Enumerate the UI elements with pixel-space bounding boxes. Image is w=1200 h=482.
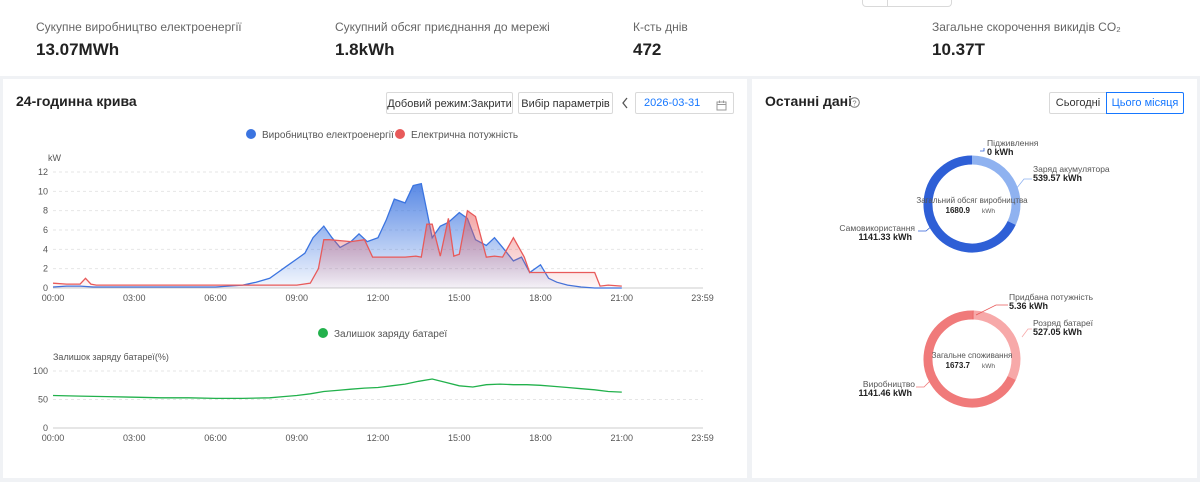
y-tick-label: 8 — [43, 206, 48, 216]
x-tick-label: 21:00 — [610, 293, 633, 303]
y-tick-label: 12 — [38, 167, 48, 177]
prev-date-icon[interactable] — [620, 96, 630, 110]
y-tick-label: 100 — [33, 366, 48, 376]
x-tick-label: 03:00 — [123, 293, 146, 303]
stat-label: Загальне скорочення викидів CO₂ — [932, 20, 1121, 34]
y-tick-label: 0 — [43, 283, 48, 293]
legend-power-label[interactable]: Електрична потужність — [411, 130, 518, 141]
donut2-center-unit: kWh — [982, 363, 995, 370]
power-ylabel: kW — [48, 153, 62, 163]
stat-label: Сукупний обсяг приєднання до мережі — [335, 20, 550, 34]
stats-bar: Сукупне виробництво електроенергії 13.07… — [0, 0, 1200, 76]
x-tick-label: 15:00 — [448, 293, 471, 303]
legend-power-marker[interactable] — [395, 129, 405, 139]
date-picker[interactable]: 2026-03-31 — [635, 92, 734, 114]
recent-title: Останні дані — [765, 93, 853, 109]
y-tick-label: 0 — [43, 423, 48, 433]
donut2-center-label: Загальне споживання — [932, 351, 1013, 360]
legend-production-marker[interactable] — [246, 129, 256, 139]
self-use-label: Самовикористання — [839, 223, 915, 233]
select-params-button[interactable]: Вибір параметрів — [518, 92, 613, 114]
donut-slice — [971, 155, 1021, 225]
power-chart: 0 2 4 6 8 10 12 00:00 03:00 06:00 09:00 12:00 15:00 1… — [38, 167, 714, 303]
stat-grid-connection: Сукупний обсяг приєднання до мережі 1.8k… — [335, 20, 550, 60]
series-line — [52, 209, 622, 287]
stat-co2: Загальне скорочення викидів CO₂ 10.37T — [932, 20, 1121, 60]
date-value: 2026-03-31 — [644, 97, 701, 109]
daily-mode-button[interactable]: Добовий режим:Закрити — [386, 92, 513, 114]
top-segmented-control[interactable] — [862, 0, 952, 7]
feed-value: 0 kWh — [987, 147, 1014, 157]
legend-soc-marker[interactable] — [318, 328, 328, 338]
feed-label: Підживлення — [987, 138, 1039, 148]
stat-label: К-сть днів — [633, 20, 688, 34]
stat-value: 472 — [633, 40, 662, 59]
svg-text:?: ? — [852, 98, 856, 107]
production-donut — [923, 155, 1021, 253]
y-tick-label: 10 — [38, 186, 48, 196]
y-tick-label: 50 — [38, 395, 48, 405]
stat-days: К-сть днів 472 — [633, 20, 688, 60]
x-tick-label: 06:00 — [204, 433, 227, 443]
donut-charts: Загальний обсяг виробництва 1680.9 kWh П… — [839, 138, 1110, 408]
x-tick-label: 23:59 — [691, 293, 714, 303]
donut-slice — [923, 310, 1016, 408]
discharge-label: Розряд батареї — [1033, 318, 1094, 328]
donut2-center-value: 1673.7 — [946, 361, 971, 370]
stat-label: Сукупне виробництво електроенергії — [36, 20, 242, 34]
soc-chart: 0 50 100 00:00 03:00 06:00 09:00 12:00 15:00 18:0… — [33, 366, 714, 443]
donut1-center-value: 1680.9 — [946, 206, 971, 215]
recent-card: Останні дані ? Сьогодні Цього місяця Заг… — [752, 79, 1197, 478]
curve-charts: Виробництво електроенергії Електрична по… — [33, 129, 714, 443]
calendar-icon — [716, 98, 727, 118]
x-tick-label: 18:00 — [529, 293, 552, 303]
series-line — [52, 378, 622, 400]
production-value: 1141.46 kWh — [858, 388, 912, 398]
donut1-center-unit: kWh — [982, 208, 995, 215]
donut-slice — [973, 310, 1021, 380]
legend-soc-label[interactable]: Залишок заряду батареї — [334, 328, 447, 340]
stat-value: 13.07MWh — [36, 40, 120, 59]
y-tick-label: 4 — [43, 244, 48, 254]
stat-value: 1.8kWh — [335, 40, 395, 59]
x-tick-label: 00:00 — [42, 433, 65, 443]
donut-slice — [923, 155, 1016, 253]
x-tick-label: 06:00 — [204, 293, 227, 303]
consumption-donut — [923, 310, 1021, 408]
x-tick-label: 23:59 — [691, 433, 714, 443]
curve-title: 24-годинна крива — [16, 93, 137, 109]
x-tick-label: 09:00 — [285, 293, 308, 303]
purchased-label: Придбана потужність — [1009, 292, 1094, 302]
curve-card: 24-годинна крива Добовий режим:Закрити В… — [3, 79, 747, 478]
y-tick-label: 2 — [43, 264, 48, 274]
donut1-center-label: Загальний обсяг виробництва — [916, 196, 1028, 205]
production-label: Виробництво — [863, 379, 915, 389]
x-tick-label: 03:00 — [123, 433, 146, 443]
x-tick-label: 12:00 — [367, 433, 390, 443]
x-tick-label: 18:00 — [529, 433, 552, 443]
help-icon[interactable]: ? — [849, 95, 860, 113]
charge-label: Заряд акумулятора — [1033, 164, 1110, 174]
stat-total-production: Сукупне виробництво електроенергії 13.07… — [36, 20, 242, 60]
self-use-value: 1141.33 kWh — [858, 232, 912, 242]
discharge-value: 527.05 kWh — [1033, 327, 1082, 337]
purchased-value: 5.36 kWh — [1009, 301, 1048, 311]
series-area — [53, 210, 622, 288]
x-tick-label: 15:00 — [448, 433, 471, 443]
stat-value: 10.37T — [932, 40, 985, 59]
y-tick-label: 6 — [43, 225, 48, 235]
legend-production-label[interactable]: Виробництво електроенергії — [262, 129, 394, 141]
charge-value: 539.57 kWh — [1033, 173, 1082, 183]
x-tick-label: 09:00 — [285, 433, 308, 443]
soc-ylabel: Залишок заряду батареї(%) — [53, 352, 169, 362]
x-tick-label: 12:00 — [367, 293, 390, 303]
tab-this-month[interactable]: Цього місяця — [1106, 92, 1184, 114]
x-tick-label: 21:00 — [610, 433, 633, 443]
x-tick-label: 00:00 — [42, 293, 65, 303]
